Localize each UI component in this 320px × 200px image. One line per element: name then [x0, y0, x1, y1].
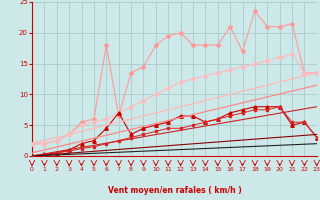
X-axis label: Vent moyen/en rafales ( km/h ): Vent moyen/en rafales ( km/h ) — [108, 186, 241, 195]
